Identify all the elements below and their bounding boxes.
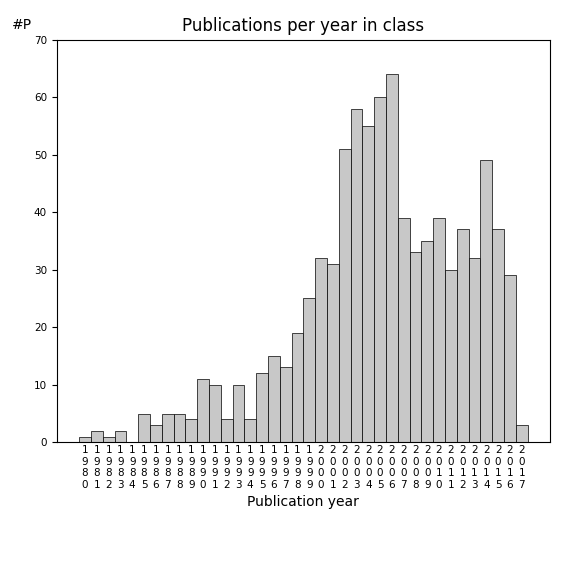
Bar	[398, 218, 409, 442]
Bar	[315, 258, 327, 442]
Bar	[327, 264, 338, 442]
Bar	[374, 97, 386, 442]
Bar	[338, 149, 350, 442]
Bar	[209, 385, 221, 442]
Bar	[516, 425, 527, 442]
Bar	[197, 379, 209, 442]
Bar	[386, 74, 398, 442]
Y-axis label: #P: #P	[12, 18, 32, 32]
Bar	[103, 437, 115, 442]
Bar	[492, 230, 504, 442]
Bar	[421, 241, 433, 442]
Bar	[468, 258, 480, 442]
Title: Publications per year in class: Publications per year in class	[182, 18, 425, 35]
Bar	[185, 419, 197, 442]
Bar	[79, 437, 91, 442]
Bar	[150, 425, 162, 442]
Bar	[115, 431, 126, 442]
Bar	[91, 431, 103, 442]
Bar	[244, 419, 256, 442]
Bar	[480, 160, 492, 442]
Bar	[221, 419, 232, 442]
Bar	[138, 413, 150, 442]
Bar	[362, 126, 374, 442]
Bar	[268, 356, 280, 442]
Bar	[280, 367, 291, 442]
Bar	[409, 252, 421, 442]
Bar	[291, 333, 303, 442]
Bar	[232, 385, 244, 442]
Bar	[445, 270, 457, 442]
Bar	[174, 413, 185, 442]
Bar	[350, 109, 362, 442]
Bar	[433, 218, 445, 442]
Bar	[303, 298, 315, 442]
Bar	[457, 230, 468, 442]
Bar	[162, 413, 174, 442]
Bar	[504, 276, 516, 442]
Bar	[256, 373, 268, 442]
X-axis label: Publication year: Publication year	[247, 496, 359, 509]
